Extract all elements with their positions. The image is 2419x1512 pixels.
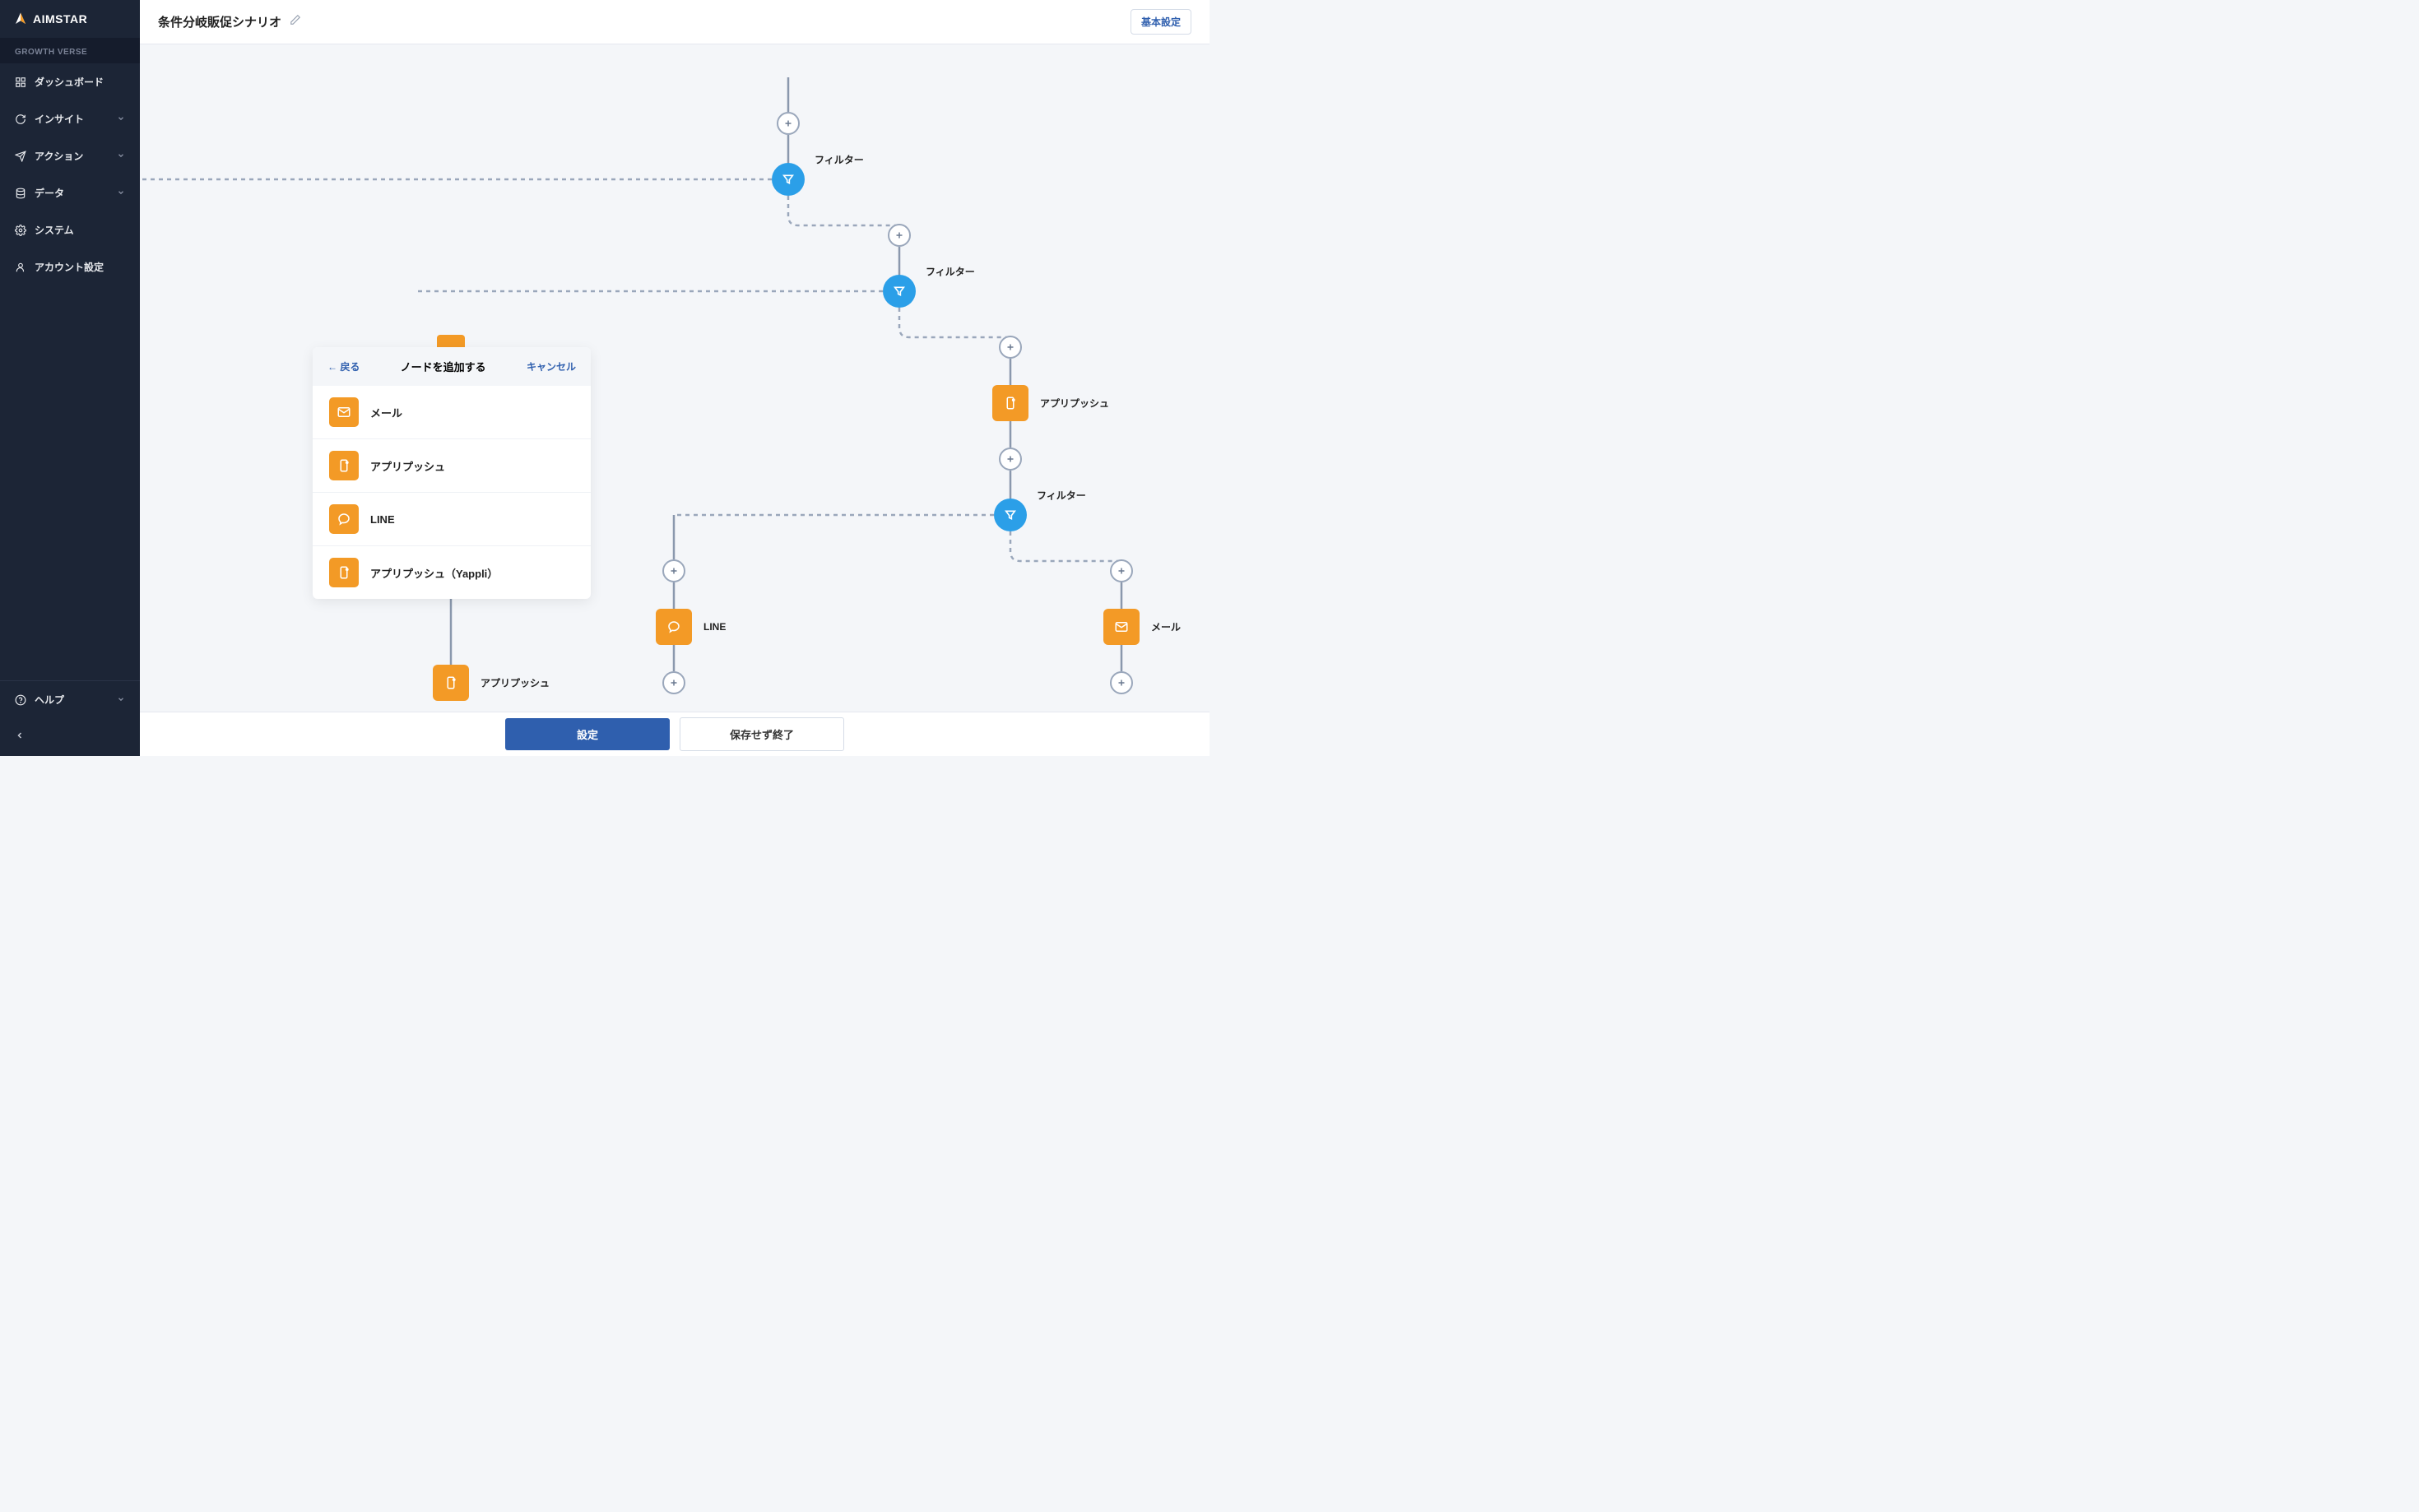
sidebar-footer: ヘルプ <box>0 680 140 756</box>
popup-item-mail[interactable]: メール <box>313 386 591 438</box>
sidebar-item-label: データ <box>35 186 64 200</box>
add-node-button[interactable] <box>662 671 685 694</box>
chevron-down-icon <box>117 188 125 199</box>
filter-node[interactable] <box>883 275 916 308</box>
node-label: フィルター <box>815 153 864 167</box>
sidebar-item-account[interactable]: アカウント設定 <box>0 248 140 285</box>
add-node-button[interactable] <box>1110 671 1133 694</box>
chevron-down-icon <box>117 694 125 706</box>
add-node-button[interactable] <box>888 224 911 247</box>
sidebar-item-system[interactable]: システム <box>0 211 140 248</box>
user-icon <box>15 262 26 273</box>
chevron-down-icon <box>117 114 125 125</box>
action-node-apppush[interactable] <box>992 385 1028 421</box>
sidebar-item-label: システム <box>35 223 74 237</box>
footer: 設定 保存せず終了 <box>140 712 1210 756</box>
edit-icon[interactable] <box>290 14 301 30</box>
sidebar-item-help[interactable]: ヘルプ <box>0 681 140 718</box>
sidebar-item-label: アカウント設定 <box>35 260 104 274</box>
popup-title: ノードを追加する <box>360 359 527 374</box>
popup-item-label: メール <box>370 405 402 420</box>
popup-back-button[interactable]: ← 戻る <box>327 359 360 373</box>
action-node-mail[interactable] <box>1103 609 1140 645</box>
sidebar-item-action[interactable]: アクション <box>0 137 140 174</box>
filter-node[interactable] <box>772 163 805 196</box>
topbar: 条件分岐販促シナリオ 基本設定 <box>140 0 1210 44</box>
exit-button[interactable]: 保存せず終了 <box>680 717 844 751</box>
apppush-icon <box>329 451 359 480</box>
node-label: アプリプッシュ <box>481 676 550 690</box>
logo: AIMSTAR <box>0 0 140 38</box>
help-icon <box>15 694 26 706</box>
popup-header: ← 戻る ノードを追加する キャンセル <box>313 347 591 386</box>
popup-cancel-button[interactable]: キャンセル <box>527 359 576 373</box>
add-node-button[interactable] <box>1110 559 1133 582</box>
grid-icon <box>15 77 26 88</box>
add-node-button[interactable] <box>999 448 1022 471</box>
sidebar-collapse-button[interactable] <box>0 718 140 756</box>
flow-canvas[interactable]: フィルターフィルターアプリプッシュフィルターLINEメールアプリプッシュ ← 戻… <box>140 44 1210 712</box>
popup-item-apppush[interactable]: アプリプッシュ <box>313 438 591 492</box>
save-button[interactable]: 設定 <box>505 718 670 750</box>
sidebar-nav: ダッシュボード インサイト アクション データ <box>0 63 140 680</box>
mail-icon <box>329 397 359 427</box>
chevron-down-icon <box>117 151 125 162</box>
logo-icon <box>13 12 28 26</box>
send-icon <box>15 151 26 162</box>
node-label: フィルター <box>1037 489 1086 503</box>
sidebar-item-insight[interactable]: インサイト <box>0 100 140 137</box>
gear-icon <box>15 225 26 236</box>
action-node-apppush[interactable] <box>433 665 469 701</box>
node-label: フィルター <box>926 265 975 279</box>
popup-item-label: LINE <box>370 513 395 526</box>
node-label: LINE <box>703 621 726 633</box>
filter-node[interactable] <box>994 499 1027 531</box>
sidebar-item-label: ヘルプ <box>35 693 64 707</box>
page-title: 条件分岐販促シナリオ <box>158 13 281 30</box>
apppush-icon <box>329 558 359 587</box>
refresh-icon <box>15 114 26 125</box>
node-label: アプリプッシュ <box>1040 397 1109 410</box>
sidebar-item-label: インサイト <box>35 112 84 126</box>
popup-item-apppush[interactable]: アプリプッシュ（Yappli） <box>313 545 591 599</box>
add-node-button[interactable] <box>999 336 1022 359</box>
settings-button[interactable]: 基本設定 <box>1131 9 1191 35</box>
popup-item-label: アプリプッシュ（Yappli） <box>370 565 498 581</box>
app-name: AIMSTAR <box>33 12 87 26</box>
sidebar-item-dashboard[interactable]: ダッシュボード <box>0 63 140 100</box>
sidebar-item-data[interactable]: データ <box>0 174 140 211</box>
popup-item-label: アプリプッシュ <box>370 458 445 474</box>
sidebar-item-label: アクション <box>35 149 83 163</box>
action-node-line[interactable] <box>656 609 692 645</box>
add-node-button[interactable] <box>777 112 800 135</box>
line-icon <box>329 504 359 534</box>
sidebar-item-label: ダッシュボード <box>35 75 104 89</box>
popup-item-line[interactable]: LINE <box>313 492 591 545</box>
node-label: メール <box>1151 620 1181 634</box>
sidebar: AIMSTAR GROWTH VERSE ダッシュボード インサイト アクション <box>0 0 140 756</box>
sidebar-section: GROWTH VERSE <box>0 38 140 63</box>
add-node-button[interactable] <box>662 559 685 582</box>
database-icon <box>15 188 26 199</box>
add-node-popup: ← 戻る ノードを追加する キャンセル メールアプリプッシュ LINE アプリプッシ… <box>313 347 591 599</box>
